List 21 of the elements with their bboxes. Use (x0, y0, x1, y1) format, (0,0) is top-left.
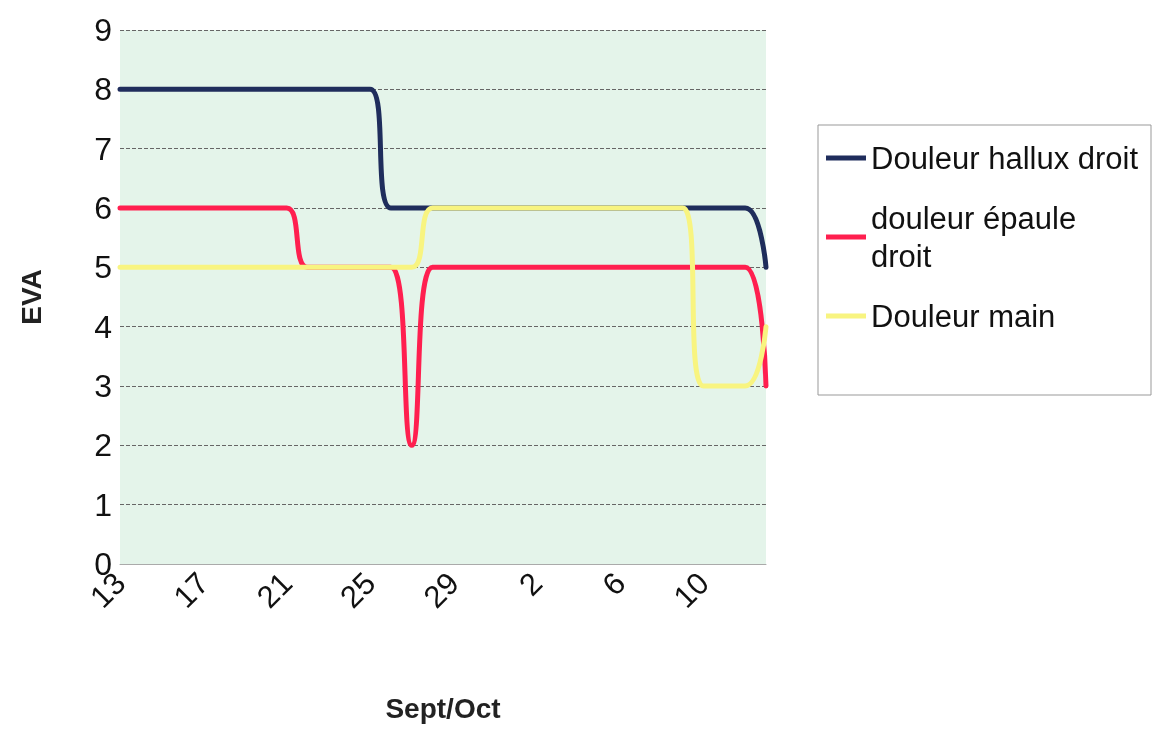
legend-label: Douleur main (871, 298, 1056, 334)
x-tick-label: 6 (595, 565, 633, 603)
y-tick-label: 1 (94, 486, 112, 523)
x-tick-label: 25 (333, 565, 383, 615)
x-tick-label: 2 (512, 565, 550, 603)
x-axis-title: Sept/Oct (385, 692, 501, 724)
x-tick-label: 21 (249, 565, 300, 615)
y-tick-label: 2 (94, 427, 112, 464)
y-tick-label: 6 (94, 190, 112, 226)
y-tick-label: 3 (94, 368, 112, 404)
x-tick-label: 29 (416, 565, 466, 615)
y-tick-label: 7 (94, 130, 112, 167)
x-tick-label: 10 (666, 565, 716, 615)
legend-label: douleur épaule droit (871, 200, 1085, 274)
legend-label: Douleur hallux droit (871, 140, 1139, 176)
y-tick-label: 4 (94, 308, 112, 345)
y-tick-label: 9 (94, 12, 112, 48)
y-tick-label: 8 (94, 71, 112, 108)
x-tick-label: 17 (166, 565, 216, 615)
y-axis-title: EVA (15, 269, 47, 325)
y-tick-label: 5 (94, 249, 112, 286)
